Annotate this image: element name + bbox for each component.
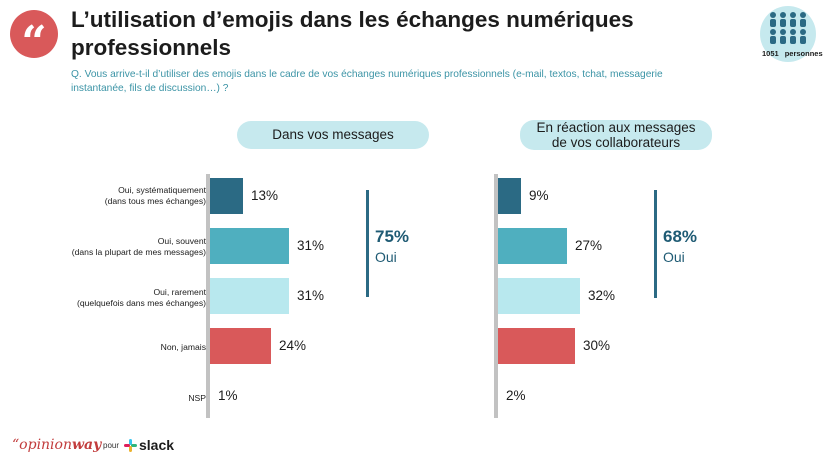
category-label-line: Oui, souvent xyxy=(157,236,206,246)
footer-connector: pour xyxy=(103,441,120,450)
category-label-line: Oui, rarement xyxy=(153,287,206,297)
category-label-line: (dans la plupart de mes messages) xyxy=(71,247,206,257)
slack-wordmark: slack xyxy=(139,437,175,453)
brand-prefix: opinion xyxy=(19,437,72,453)
sample-size-circle xyxy=(760,6,816,62)
bar-value-label: 32% xyxy=(588,288,616,303)
category-label-line: (quelquefois dans mes échanges) xyxy=(77,298,206,308)
panel-header-reactions-line2: de vos collaborateurs xyxy=(551,135,681,150)
oui-total-label-reactions: Oui xyxy=(663,249,685,265)
bar-value-label: 30% xyxy=(583,338,611,353)
category-label-systematiquement: Oui, systématiquement (dans tous mes éch… xyxy=(105,185,206,207)
panel-header-reactions-line1: En réaction aux messages xyxy=(536,120,696,135)
oui-bracket-messages xyxy=(366,190,369,297)
bar-systematiquement xyxy=(210,178,243,214)
category-label-line: NSP xyxy=(188,393,206,403)
bar-value-label: 31% xyxy=(297,288,325,303)
category-label-jamais: Non, jamais xyxy=(161,342,206,353)
category-label-rarement: Oui, rarement (quelquefois dans mes écha… xyxy=(77,287,206,309)
sample-size-label: personnes xyxy=(784,49,823,58)
bar-souvent xyxy=(210,228,289,264)
bar-jamais xyxy=(498,328,575,364)
category-label-line: Non, jamais xyxy=(160,342,206,352)
sample-size-badge: 1051 personnes xyxy=(760,6,826,62)
category-label-line: Oui, systématiquement xyxy=(118,185,206,195)
category-label-nsp: NSP xyxy=(188,393,206,404)
panel-header-messages: Dans vos messages xyxy=(237,121,429,149)
slack-icon xyxy=(124,439,137,452)
oui-total-reactions: 68% xyxy=(663,227,698,246)
chart-axis xyxy=(494,174,498,418)
bar-rarement xyxy=(210,278,289,314)
oui-bracket-reactions xyxy=(654,190,657,298)
category-label-line: (dans tous mes échanges) xyxy=(104,196,206,206)
bar-value-label: 2% xyxy=(506,388,526,403)
bar-systematiquement xyxy=(498,178,521,214)
people-icon xyxy=(770,12,806,44)
bar-rarement xyxy=(498,278,580,314)
panel-header-reactions: En réaction aux messages de vos collabor… xyxy=(520,120,712,150)
bar-value-label: 31% xyxy=(297,238,325,253)
bar-souvent xyxy=(498,228,567,264)
bar-value-label: 13% xyxy=(251,188,279,203)
oui-total-messages: 75% xyxy=(375,227,410,246)
brand-suffix: way xyxy=(71,437,102,453)
page-title: L’utilisation d’emojis dans les échanges… xyxy=(71,7,634,60)
bar-value-label: 27% xyxy=(575,238,603,253)
category-label-souvent: Oui, souvent (dans la plupart de mes mes… xyxy=(72,236,206,258)
sample-size-number: 1051 xyxy=(762,49,779,58)
bar-jamais xyxy=(210,328,271,364)
opinionway-logo: “opinionway xyxy=(12,437,102,453)
survey-question: Q. Vous arrive-t-il d’utiliser des emoji… xyxy=(71,69,663,94)
chart-axis xyxy=(206,174,210,418)
bar-value-label: 1% xyxy=(218,388,238,403)
bar-value-label: 9% xyxy=(529,188,549,203)
sample-size-text: 1051 personnes xyxy=(762,49,823,58)
quote-icon: “ xyxy=(10,10,58,58)
bar-value-label: 24% xyxy=(279,338,307,353)
oui-total-label-messages: Oui xyxy=(375,249,397,265)
